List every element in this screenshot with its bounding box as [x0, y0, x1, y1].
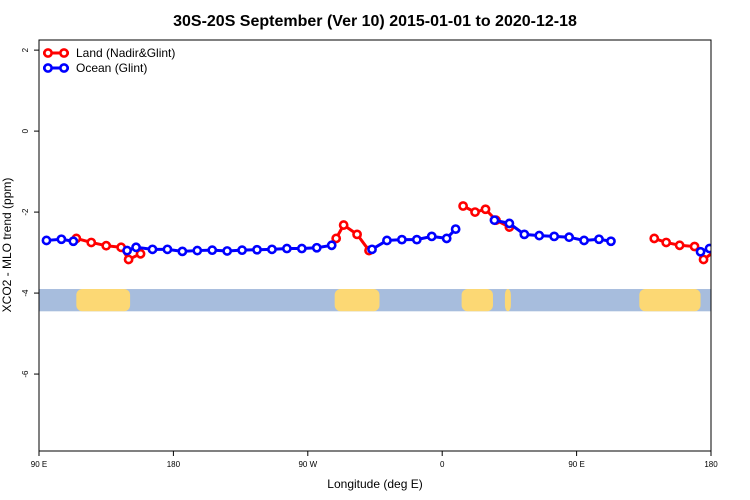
- land-point: [661, 237, 672, 248]
- ocean-point: [237, 245, 247, 256]
- ocean-point: [411, 234, 422, 245]
- land-band: [334, 289, 380, 312]
- ocean-point: [489, 215, 500, 226]
- land-point: [689, 241, 700, 252]
- x-tick-label: 0: [440, 460, 445, 469]
- legend-ocean-marker: [59, 63, 69, 73]
- ocean-point: [147, 244, 158, 255]
- x-tick-label: 180: [167, 460, 181, 469]
- ocean-point: [207, 245, 218, 256]
- ocean-point: [734, 246, 741, 253]
- ocean-point: [396, 234, 407, 245]
- ocean-point: [267, 244, 277, 255]
- land-point: [338, 220, 349, 230]
- y-tick-label: -6: [21, 370, 30, 378]
- legend-land-marker: [59, 48, 69, 58]
- ocean-point: [704, 243, 711, 254]
- ocean-point: [721, 246, 728, 253]
- ocean-point: [450, 224, 461, 235]
- x-tick-label: 90 E: [31, 460, 47, 469]
- ocean-point: [122, 245, 133, 256]
- land-point: [470, 207, 480, 217]
- legend-ocean-marker: [43, 63, 53, 73]
- ocean-point: [56, 234, 67, 245]
- ocean-point: [504, 218, 515, 229]
- land-band: [76, 289, 131, 312]
- legend-land-label: Land (Nadir&Glint): [76, 46, 175, 60]
- ocean-point: [311, 242, 322, 253]
- ocean-point: [252, 244, 262, 255]
- y-tick-label: 0: [21, 128, 30, 133]
- ocean-point: [549, 231, 560, 242]
- ocean-point: [695, 246, 706, 257]
- land-point: [715, 245, 722, 252]
- axes: 90 E 180 90 W 0 90 E 180 2 0 -2 -4 -6: [21, 47, 718, 469]
- ocean-point: [296, 243, 307, 254]
- land-point: [331, 233, 342, 244]
- ocean-point: [281, 243, 292, 254]
- land-band: [461, 289, 493, 312]
- land-band: [639, 289, 701, 312]
- ocean-point: [222, 246, 233, 256]
- x-axis-label: Longitude (deg E): [327, 477, 422, 491]
- land-band: [504, 289, 511, 312]
- x-tick-label: 90 W: [298, 460, 317, 469]
- land-point: [86, 237, 97, 248]
- ocean-point: [579, 235, 589, 246]
- ocean-point: [606, 236, 616, 247]
- ocean-point: [41, 235, 52, 246]
- y-tick-label: 2: [21, 47, 30, 52]
- ocean-point: [162, 244, 173, 255]
- land-point: [649, 233, 660, 244]
- land-point: [123, 254, 134, 265]
- ocean-point: [367, 244, 377, 255]
- ocean-point: [519, 229, 530, 240]
- ocean-point: [192, 245, 203, 256]
- ocean-point: [564, 232, 575, 243]
- y-tick-label: -4: [21, 289, 30, 297]
- x-tick-label: 90 E: [568, 460, 584, 469]
- x-tick-label: 180: [704, 460, 718, 469]
- ocean-point: [426, 231, 437, 242]
- land-series-line: [334, 222, 371, 252]
- legend-land-marker: [43, 48, 53, 58]
- y-axis-label: XCO2 - MLO trend (ppm): [0, 178, 14, 313]
- land-ocean-mask: [39, 289, 711, 312]
- land-point: [674, 240, 685, 251]
- ocean-point: [131, 242, 141, 253]
- y-tick-label: -2: [21, 208, 30, 216]
- plot-frame: [38, 39, 712, 452]
- land-point: [101, 240, 112, 251]
- series-layer: [41, 201, 741, 265]
- legend: Land (Nadir&Glint)Ocean (Glint): [43, 46, 175, 75]
- land-point: [352, 229, 362, 240]
- land-point: [135, 248, 146, 259]
- ocean-point: [594, 234, 604, 245]
- ocean-point: [326, 240, 337, 251]
- land-point: [458, 201, 469, 211]
- ocean-point: [177, 246, 188, 257]
- land-point: [698, 254, 709, 265]
- ocean-point: [68, 236, 79, 247]
- ocean-point: [534, 230, 545, 241]
- ocean-point: [441, 233, 452, 244]
- chart-title: 30S-20S September (Ver 10) 2015-01-01 to…: [173, 13, 577, 30]
- ocean-point: [382, 235, 392, 246]
- legend-ocean-label: Ocean (Glint): [76, 61, 147, 75]
- land-point: [480, 204, 491, 215]
